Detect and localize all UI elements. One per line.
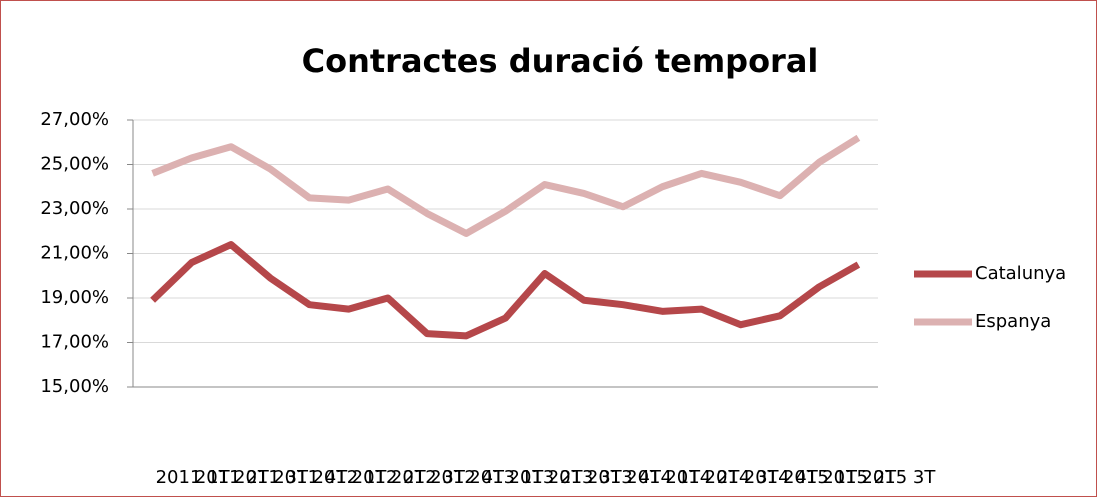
y-tick-label: 21,00% xyxy=(40,243,109,264)
x-tick-label: 2012 3T xyxy=(391,467,466,488)
x-tick-label: 2011 3T xyxy=(234,467,309,488)
x-tick-label: 2013 2T xyxy=(509,467,584,488)
y-tick-label: 25,00% xyxy=(40,154,109,175)
legend-label: Espanya xyxy=(975,311,1051,332)
x-tick-label: 2012 1T xyxy=(312,467,387,488)
y-tick-label: 27,00% xyxy=(40,109,109,130)
x-tick-label: 2015 1T xyxy=(783,467,858,488)
x-tick-label: 2013 1T xyxy=(469,467,544,488)
x-tick-label: 2011 4T xyxy=(273,467,348,488)
legend-label: Catalunya xyxy=(975,263,1066,284)
x-tick-label: 2011 1T xyxy=(156,467,231,488)
x-tick-label: 2012 4T xyxy=(430,467,505,488)
x-tick-label: 2014 3T xyxy=(705,467,780,488)
x-tick-label: 2014 1T xyxy=(626,467,701,488)
series-line xyxy=(150,241,861,340)
x-tick-label: 2014 2T xyxy=(665,467,740,488)
y-tick-label: 23,00% xyxy=(40,198,109,219)
chart-title: Contractes duració temporal xyxy=(302,42,819,80)
x-tick-label: 2015 2T xyxy=(822,467,897,488)
x-tick-label: 2013 4T xyxy=(587,467,662,488)
y-tick-label: 17,00% xyxy=(40,332,109,353)
x-tick-label: 2011 2T xyxy=(195,467,270,488)
x-tick-label: 2013 3T xyxy=(548,467,623,488)
x-tick-label: 2014 4T xyxy=(744,467,819,488)
x-tick-label: 2012 2T xyxy=(352,467,427,488)
x-tick-label: 2015 3T xyxy=(861,467,936,488)
y-tick-label: 15,00% xyxy=(40,376,109,397)
y-tick-label: 19,00% xyxy=(40,287,109,308)
series-line xyxy=(151,134,861,237)
